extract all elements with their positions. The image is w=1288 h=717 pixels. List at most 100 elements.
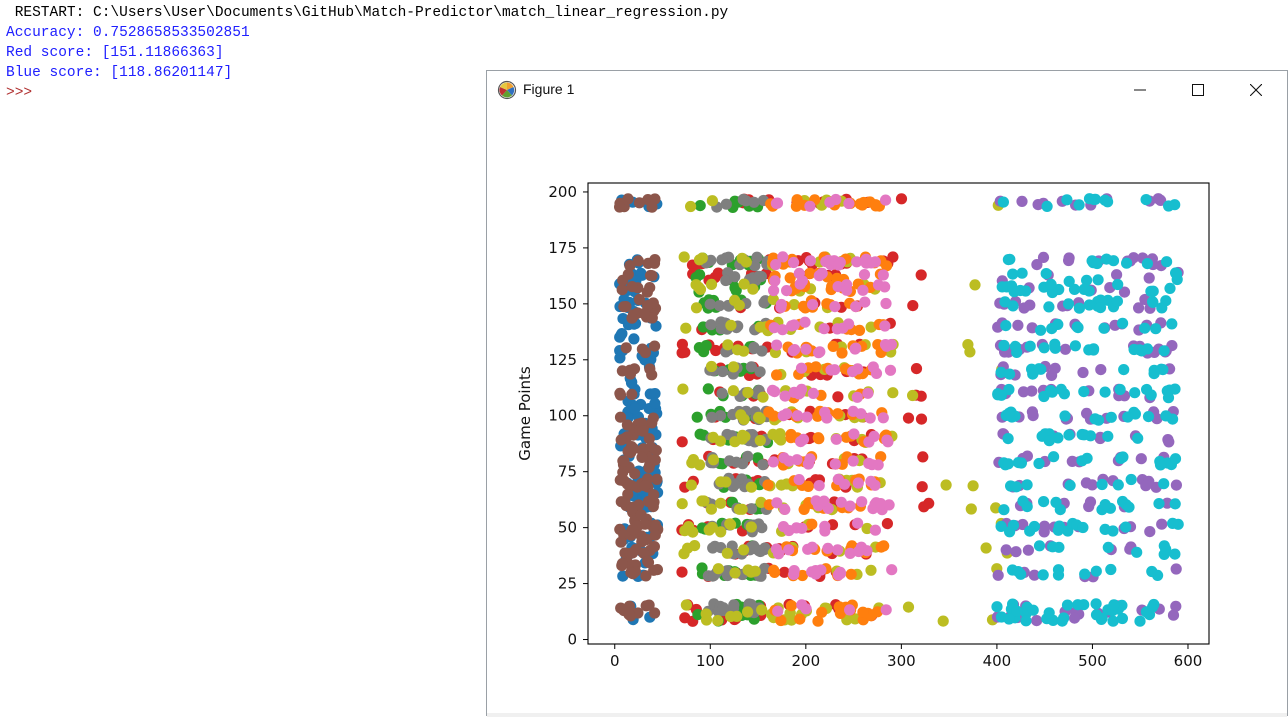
figure-titlebar[interactable]: Figure 1: [487, 71, 1287, 109]
scatter-point: [852, 477, 864, 489]
scatter-point: [1089, 193, 1101, 205]
scatter-point: [965, 503, 977, 515]
scatter-point: [627, 547, 639, 559]
scatter-point: [771, 369, 783, 381]
scatter-point: [796, 522, 808, 534]
scatter-point: [696, 495, 708, 507]
scatter-point: [626, 388, 638, 400]
scatter-point: [1094, 302, 1107, 314]
scatter-point: [849, 613, 861, 625]
scatter-point: [768, 322, 780, 334]
scatter-point: [649, 340, 661, 352]
scatter-point: [643, 461, 655, 474]
scatter-point: [714, 300, 726, 312]
scatter-point: [754, 366, 766, 378]
scatter-point: [1162, 392, 1175, 404]
scatter-point: [791, 410, 804, 422]
close-icon: [1250, 84, 1262, 96]
scatter-point: [1045, 385, 1057, 397]
close-button[interactable]: [1227, 71, 1285, 109]
figure-canvas-area: 0 100 200 300 400 500 600 0 25 50 75 100 125 150 175 20…: [487, 109, 1287, 717]
scatter-point: [1062, 298, 1075, 310]
scatter-chart[interactable]: 0 100 200 300 400 500 600 0 25 50 75 100 125 150 175 20…: [487, 109, 1287, 713]
scatter-point: [777, 324, 789, 336]
scatter-point: [715, 476, 727, 488]
scatter-point: [767, 293, 779, 305]
scatter-point: [775, 614, 787, 627]
scatter-point: [879, 281, 891, 293]
scatter-point: [1033, 540, 1046, 552]
scatter-point: [1111, 295, 1123, 307]
scatter-point: [1026, 406, 1038, 418]
scatter-point: [796, 275, 808, 287]
scatter-point: [1077, 521, 1089, 534]
y-axis-label: Game Points: [516, 366, 534, 461]
scatter-point: [923, 497, 935, 509]
scatter-point: [853, 324, 866, 336]
scatter-point: [1099, 386, 1111, 398]
scatter-point: [702, 383, 714, 395]
scatter-point: [1004, 368, 1016, 380]
maximize-button[interactable]: [1169, 71, 1227, 109]
scatter-point: [632, 255, 644, 267]
scatter-point: [910, 363, 923, 375]
scatter-point: [643, 599, 655, 611]
scatter-point: [628, 333, 640, 345]
scatter-point: [777, 410, 789, 422]
scatter-point: [1156, 302, 1168, 314]
scatter-point: [783, 544, 795, 556]
scatter-point: [1046, 323, 1058, 335]
scatter-point: [916, 481, 928, 493]
scatter-point: [871, 606, 883, 618]
scatter-point: [814, 346, 826, 358]
scatter-point: [715, 526, 727, 538]
scatter-point: [1073, 302, 1085, 314]
scatter-point: [629, 402, 641, 415]
scatter-point: [1095, 364, 1107, 376]
scatter-point: [1068, 612, 1081, 624]
scatter-point: [1077, 366, 1089, 379]
scatter-point: [1147, 285, 1159, 297]
scatter-point: [861, 522, 873, 535]
scatter-point: [770, 197, 782, 209]
figure-toolbar[interactable]: [487, 713, 1287, 717]
scatter-point: [875, 498, 887, 510]
scatter-point: [742, 450, 754, 462]
x-tick-label: 0: [610, 652, 620, 670]
scatter-point: [788, 319, 800, 331]
scatter-point: [980, 542, 992, 554]
scatter-point: [779, 390, 791, 402]
scatter-point: [794, 613, 806, 625]
scatter-point: [616, 328, 628, 340]
scatter-point: [1081, 452, 1093, 464]
scatter-point: [685, 479, 697, 491]
scatter-point: [807, 299, 819, 311]
scatter-point: [626, 503, 638, 515]
scatter-point: [810, 361, 822, 373]
scatter-point: [881, 260, 893, 272]
scatter-point: [996, 281, 1008, 293]
figure-window[interactable]: Figure 1 0 100 200 300 400 500 600 0 25 50 75 100 12…: [486, 70, 1288, 717]
scatter-point: [720, 198, 732, 210]
scatter-point: [625, 377, 638, 389]
scatter-point: [964, 346, 976, 358]
scatter-point: [997, 196, 1009, 208]
scatter-point: [644, 363, 656, 375]
scatter-point: [1000, 544, 1012, 556]
scatter-point: [712, 615, 724, 627]
scatter-point: [1161, 256, 1173, 268]
shell-line: RESTART: C:\Users\User\Documents\GitHub\…: [6, 5, 729, 21]
scatter-point: [735, 409, 747, 421]
scatter-point: [1154, 459, 1167, 471]
scatter-point: [771, 339, 783, 351]
minimize-button[interactable]: [1111, 71, 1169, 109]
scatter-point: [1169, 548, 1181, 560]
scatter-point: [870, 199, 882, 211]
scatter-point: [727, 361, 740, 373]
scatter-point: [917, 451, 929, 463]
x-tick-label: 300: [887, 652, 916, 670]
scatter-point: [1064, 479, 1076, 491]
scatter-point: [1059, 410, 1071, 422]
shell-line: Red score: [151.11866363]: [6, 45, 224, 61]
scatter-point: [778, 452, 790, 464]
